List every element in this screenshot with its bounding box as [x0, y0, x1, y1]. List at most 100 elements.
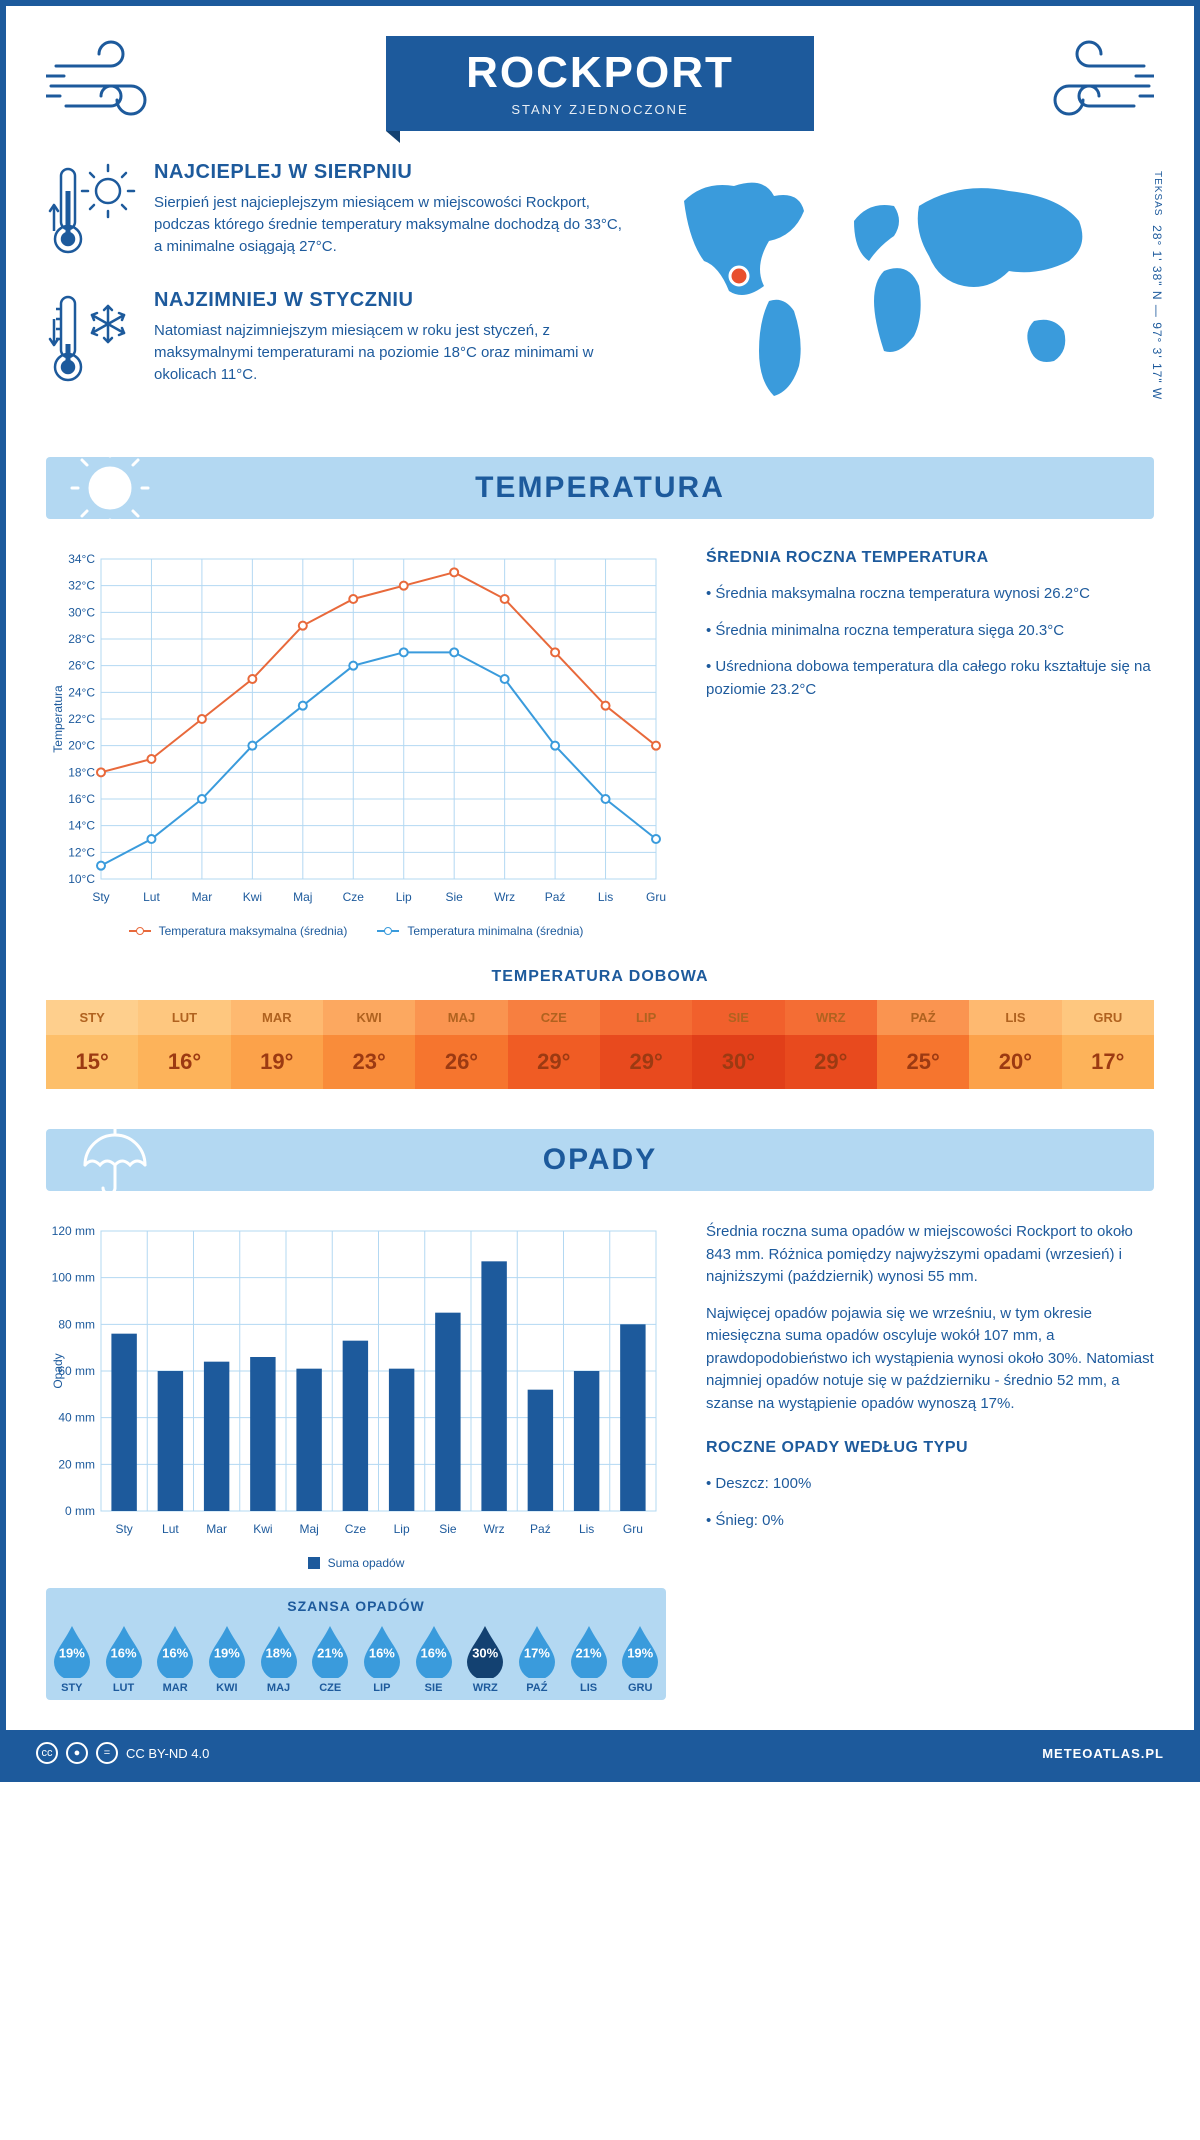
wind-icon: [46, 36, 176, 136]
svg-text:10°C: 10°C: [68, 872, 95, 886]
by-icon: ●: [66, 1742, 88, 1764]
chance-drop: 19% STY: [46, 1622, 98, 1694]
temp-cell: MAJ26°: [415, 1000, 507, 1089]
svg-text:100 mm: 100 mm: [52, 1271, 95, 1285]
coordinates: TEKSAS 28° 1' 38" N — 97° 3' 17" W: [1150, 171, 1164, 400]
raindrop-icon: 17%: [515, 1622, 559, 1678]
svg-text:Sie: Sie: [439, 1522, 457, 1536]
svg-text:Gru: Gru: [646, 890, 666, 904]
svg-text:Mar: Mar: [206, 1522, 227, 1536]
raindrop-icon: 16%: [102, 1622, 146, 1678]
svg-text:20 mm: 20 mm: [58, 1457, 95, 1471]
header: ROCKPORT STANY ZJEDNOCZONE: [46, 36, 1154, 131]
chance-drop: 18% MAJ: [253, 1622, 305, 1694]
chance-drop: 16% LIP: [356, 1622, 408, 1694]
svg-text:14°C: 14°C: [68, 819, 95, 833]
svg-text:16°C: 16°C: [68, 792, 95, 806]
daily-temp-strip: STY15°LUT16°MAR19°KWI23°MAJ26°CZE29°LIP2…: [46, 1000, 1154, 1089]
svg-text:Kwi: Kwi: [243, 890, 262, 904]
svg-text:Sie: Sie: [446, 890, 464, 904]
svg-text:28°C: 28°C: [68, 632, 95, 646]
daily-temp-title: TEMPERATURA DOBOWA: [46, 968, 1154, 986]
temp-cell: GRU17°: [1062, 1000, 1154, 1089]
chance-drop: 21% CZE: [304, 1622, 356, 1694]
svg-text:Gru: Gru: [623, 1522, 643, 1536]
section-title: OPADY: [46, 1143, 1154, 1177]
temp-cell: KWI23°: [323, 1000, 415, 1089]
svg-text:Temperatura: Temperatura: [51, 685, 65, 753]
section-title: TEMPERATURA: [46, 471, 1154, 505]
chart-legend: Temperatura maksymalna (średnia) Tempera…: [46, 924, 666, 938]
chance-drop: 16% SIE: [408, 1622, 460, 1694]
umbrella-icon: [70, 1120, 150, 1200]
svg-text:34°C: 34°C: [68, 552, 95, 566]
title-banner: ROCKPORT STANY ZJEDNOCZONE: [386, 36, 814, 131]
svg-text:20°C: 20°C: [68, 739, 95, 753]
chance-drop: 19% GRU: [614, 1622, 666, 1694]
svg-text:22°C: 22°C: [68, 712, 95, 726]
svg-text:Kwi: Kwi: [253, 1522, 272, 1536]
cc-icon: cc: [36, 1742, 58, 1764]
svg-text:Wrz: Wrz: [494, 890, 515, 904]
nd-icon: =: [96, 1742, 118, 1764]
svg-text:120 mm: 120 mm: [52, 1224, 95, 1238]
list-item: Deszcz: 100%: [706, 1473, 1154, 1496]
raindrop-icon: 19%: [50, 1622, 94, 1678]
list-item: Uśredniona dobowa temperatura dla całego…: [706, 656, 1154, 701]
fact-hot-body: Sierpień jest najcieplejszym miesiącem w…: [154, 192, 624, 257]
temp-cell: CZE29°: [508, 1000, 600, 1089]
list-item: Średnia minimalna roczna temperatura się…: [706, 620, 1154, 643]
section-precipitation: OPADY: [46, 1129, 1154, 1191]
temp-cell: STY15°: [46, 1000, 138, 1089]
raindrop-icon: 18%: [257, 1622, 301, 1678]
svg-text:Maj: Maj: [299, 1522, 318, 1536]
license: cc ● = CC BY-ND 4.0: [36, 1742, 209, 1764]
svg-text:Cze: Cze: [345, 1522, 367, 1536]
svg-text:18°C: 18°C: [68, 765, 95, 779]
chance-drop: 21% LIS: [563, 1622, 615, 1694]
chance-drop: 16% LUT: [98, 1622, 150, 1694]
svg-text:Sty: Sty: [92, 890, 109, 904]
brand: METEOATLAS.PL: [1042, 1746, 1164, 1761]
temp-cell: MAR19°: [231, 1000, 323, 1089]
svg-text:12°C: 12°C: [68, 845, 95, 859]
footer: cc ● = CC BY-ND 4.0 METEOATLAS.PL: [6, 1730, 1194, 1776]
world-map-icon: [654, 161, 1114, 411]
svg-text:Cze: Cze: [343, 890, 365, 904]
chance-drop: 19% KWI: [201, 1622, 253, 1694]
sun-icon: [70, 448, 150, 528]
section-temperature: TEMPERATURA: [46, 457, 1154, 519]
fact-hot-title: NAJCIEPLEJ W SIERPNIU: [154, 161, 624, 184]
precipitation-bar-chart: 0 mm20 mm40 mm60 mm80 mm100 mm120 mmStyL…: [46, 1221, 666, 1570]
temp-cell: LUT16°: [138, 1000, 230, 1089]
svg-text:Mar: Mar: [192, 890, 213, 904]
temperature-line-chart: 10°C12°C14°C16°C18°C20°C22°C24°C26°C28°C…: [46, 549, 666, 938]
svg-text:Lut: Lut: [143, 890, 160, 904]
temp-cell: SIE30°: [692, 1000, 784, 1089]
raindrop-icon: 16%: [412, 1622, 456, 1678]
temp-cell: PAŹ25°: [877, 1000, 969, 1089]
precip-type-title: ROCZNE OPADY WEDŁUG TYPU: [706, 1439, 1154, 1457]
map-panel: TEKSAS 28° 1' 38" N — 97° 3' 17" W: [654, 161, 1154, 417]
svg-text:30°C: 30°C: [68, 605, 95, 619]
temp-cell: WRZ29°: [785, 1000, 877, 1089]
raindrop-icon: 30%: [463, 1622, 507, 1678]
fact-hottest: NAJCIEPLEJ W SIERPNIU Sierpień jest najc…: [46, 161, 624, 261]
svg-text:Lut: Lut: [162, 1522, 179, 1536]
raindrop-icon: 19%: [618, 1622, 662, 1678]
fact-cold-title: NAJZIMNIEJ W STYCZNIU: [154, 289, 624, 312]
raindrop-icon: 21%: [567, 1622, 611, 1678]
page-subtitle: STANY ZJEDNOCZONE: [466, 102, 734, 117]
temp-cell: LIS20°: [969, 1000, 1061, 1089]
svg-text:Maj: Maj: [293, 890, 312, 904]
page-title: ROCKPORT: [466, 48, 734, 98]
raindrop-icon: 21%: [308, 1622, 352, 1678]
svg-text:Lip: Lip: [396, 890, 412, 904]
temp-summary-list: Średnia maksymalna roczna temperatura wy…: [706, 583, 1154, 701]
fact-cold-body: Natomiast najzimniejszym miesiącem w rok…: [154, 320, 624, 385]
svg-text:26°C: 26°C: [68, 659, 95, 673]
precip-type-list: Deszcz: 100%Śnieg: 0%: [706, 1473, 1154, 1532]
svg-text:80 mm: 80 mm: [58, 1317, 95, 1331]
precip-text-1: Średnia roczna suma opadów w miejscowośc…: [706, 1221, 1154, 1289]
raindrop-icon: 19%: [205, 1622, 249, 1678]
